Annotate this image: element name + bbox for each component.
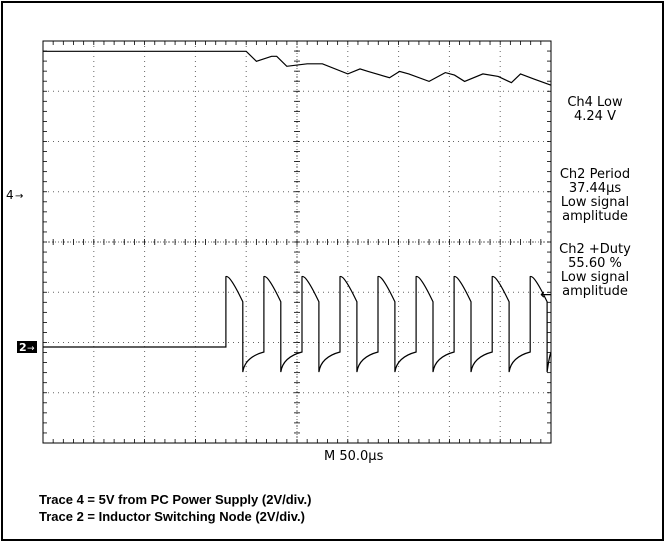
measurement-note: Low signal amplitude [560, 195, 630, 224]
measurement-name: Ch2 Period [559, 167, 631, 182]
measurement-name: Ch2 +Duty [559, 242, 631, 257]
trace-4-line [43, 50, 552, 86]
channel-4-marker: 4 [6, 188, 14, 202]
oscilloscope-chart: 4 → 2 → M 50.0µs ← [6, 40, 552, 464]
measurement-ch4-low: Ch4 Low 4.24 V [540, 96, 650, 124]
measurement-value: 4.24 V [574, 109, 616, 124]
caption-trace-4: Trace 4 = 5V from PC Power Supply (2V/di… [39, 492, 312, 507]
channel-2-marker-arrow: → [27, 344, 35, 354]
trace-2-line [43, 275, 552, 373]
measurement-ch2-duty: Ch2 +Duty 55.60 % Low signal amplitude [540, 243, 650, 299]
channel-2-marker: 2 [19, 341, 27, 354]
graticule-grid [42, 40, 552, 444]
channel-2-marker-box [17, 341, 37, 353]
caption-trace-2: Trace 2 = Inductor Switching Node (2V/di… [39, 509, 305, 524]
timebase-label: M 50.0µs [324, 449, 384, 464]
measurement-ch2-period: Ch2 Period 37.44µs Low signal amplitude [540, 168, 650, 224]
measurement-note: Low signal amplitude [560, 270, 630, 299]
channel-4-marker-arrow: → [15, 191, 23, 202]
measurement-value: 55.60 % [568, 256, 622, 271]
measurement-name: Ch4 Low [567, 95, 623, 110]
trigger-arrow: ← [540, 287, 552, 303]
traces [43, 50, 552, 373]
measurement-value: 37.44µs [568, 181, 622, 196]
